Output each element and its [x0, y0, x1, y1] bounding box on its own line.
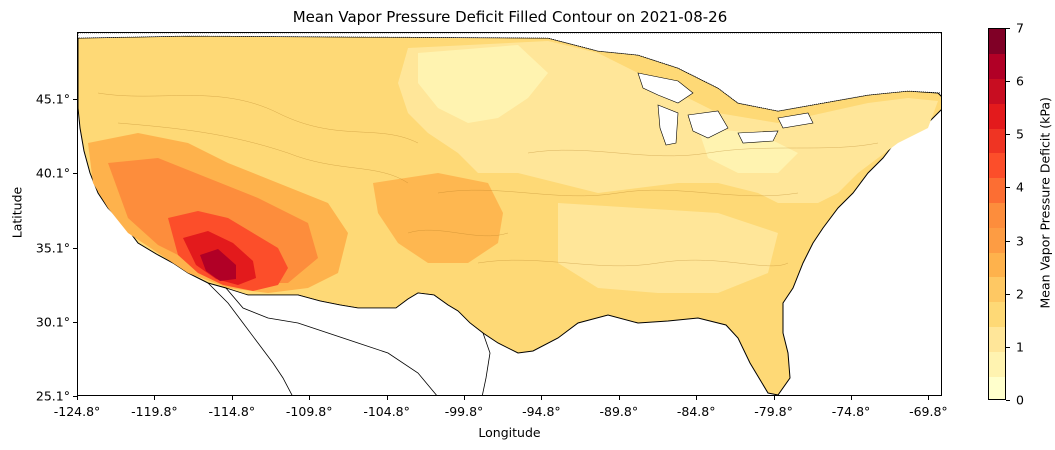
colorbar-segment: [989, 277, 1005, 303]
x-tick-label: -104.8°: [363, 404, 410, 419]
x-tick-label: -69.8°: [909, 404, 948, 419]
x-tick-mark: [231, 396, 233, 400]
colorbar-tick-label: 1: [1016, 339, 1024, 355]
colorbar-segment: [989, 252, 1005, 278]
y-tick-mark: [73, 322, 77, 323]
y-tick-mark: [73, 173, 77, 174]
colorbar-tick-label: 4: [1016, 179, 1024, 195]
colorbar-tick-mark: [1006, 400, 1010, 401]
colorbar-tick-mark: [1006, 134, 1010, 136]
x-tick-label: -74.8°: [831, 404, 871, 419]
x-tick-mark: [77, 396, 78, 400]
contour-map: [78, 33, 941, 395]
map-panel[interactable]: [77, 32, 942, 396]
y-tick-mark: [73, 396, 77, 397]
y-tick-label: 35.1°: [35, 240, 70, 256]
colorbar-segment: [989, 128, 1005, 154]
canada-outline: [78, 33, 941, 112]
contour-lines: [97, 92, 879, 267]
colorbar-tick-label: 3: [1016, 233, 1024, 249]
great-lakes: [637, 72, 814, 146]
x-tick-label: -94.8°: [522, 404, 561, 419]
colorbar-segment: [989, 227, 1005, 253]
x-tick-mark: [154, 396, 156, 400]
x-tick-mark: [386, 396, 388, 400]
colorbar: [988, 28, 1006, 400]
x-tick-mark: [696, 396, 698, 400]
vpd-peak-sw: [200, 249, 236, 281]
vpd-low-se: [558, 203, 778, 293]
colorbar-tick-mark: [1006, 240, 1010, 242]
x-tick-label: -114.8°: [208, 404, 256, 419]
mexico-outline: [224, 287, 491, 395]
x-tick-label: -84.8°: [676, 404, 716, 419]
vpd-lowest-ne: [698, 128, 798, 173]
x-tick-mark: [773, 396, 775, 400]
y-tick-label: 25.1°: [35, 388, 70, 404]
y-tick-label: 30.1°: [35, 314, 70, 330]
colorbar-tick-label: 2: [1016, 286, 1024, 302]
colorbar-tick-mark: [1006, 346, 1010, 348]
x-tick-mark: [541, 396, 543, 400]
x-tick-label: -79.8°: [754, 404, 793, 419]
colorbar-tick-mark: [1006, 81, 1010, 83]
x-tick-mark: [618, 396, 620, 400]
x-tick-mark: [464, 396, 465, 400]
y-tick-label: 40.1°: [35, 165, 70, 181]
colorbar-segment: [989, 202, 1005, 228]
chart-title: Mean Vapor Pressure Deficit Filled Conto…: [292, 8, 728, 26]
colorbar-label: Mean Vapor Pressure Deficit (kPa): [1037, 97, 1053, 309]
colorbar-segment: [989, 351, 1005, 377]
colorbar-segment: [989, 103, 1005, 129]
x-tick-label: -99.8°: [444, 404, 484, 419]
colorbar-segment: [989, 376, 1005, 399]
colorbar-segment: [989, 29, 1005, 55]
vpd-mid-plains: [373, 173, 503, 263]
colorbar-tick-mark: [1006, 187, 1010, 189]
y-tick-mark: [73, 99, 77, 100]
x-axis-label: Longitude: [478, 425, 541, 440]
vpd-lowest-north: [418, 45, 548, 123]
x-tick-mark: [309, 396, 311, 400]
y-tick-mark: [73, 248, 77, 249]
colorbar-segment: [989, 177, 1005, 204]
y-tick-label: 45.1°: [35, 91, 70, 107]
colorbar-segment: [989, 78, 1005, 104]
x-tick-label: -119.8°: [131, 404, 178, 419]
colorbar-tick-mark: [1006, 293, 1010, 295]
colorbar-tick-label: 7: [1016, 20, 1024, 36]
colorbar-tick-label: 0: [1016, 392, 1024, 408]
y-axis-label: Latitude: [9, 186, 25, 239]
colorbar-segment: [989, 326, 1005, 352]
x-tick-mark: [928, 396, 930, 400]
colorbar-tick-label: 5: [1016, 126, 1024, 142]
colorbar-segment: [989, 53, 1005, 80]
x-tick-mark: [851, 396, 852, 400]
x-tick-label: -89.8°: [599, 404, 639, 419]
colorbar-segment: [989, 153, 1005, 179]
baja-coast: [207, 282, 293, 395]
colorbar-segment: [989, 301, 1005, 328]
x-tick-label: -109.8°: [285, 404, 333, 419]
colorbar-tick-label: 6: [1016, 73, 1024, 89]
colorbar-tick-mark: [1006, 28, 1010, 29]
x-tick-label: -124.8°: [53, 404, 101, 419]
